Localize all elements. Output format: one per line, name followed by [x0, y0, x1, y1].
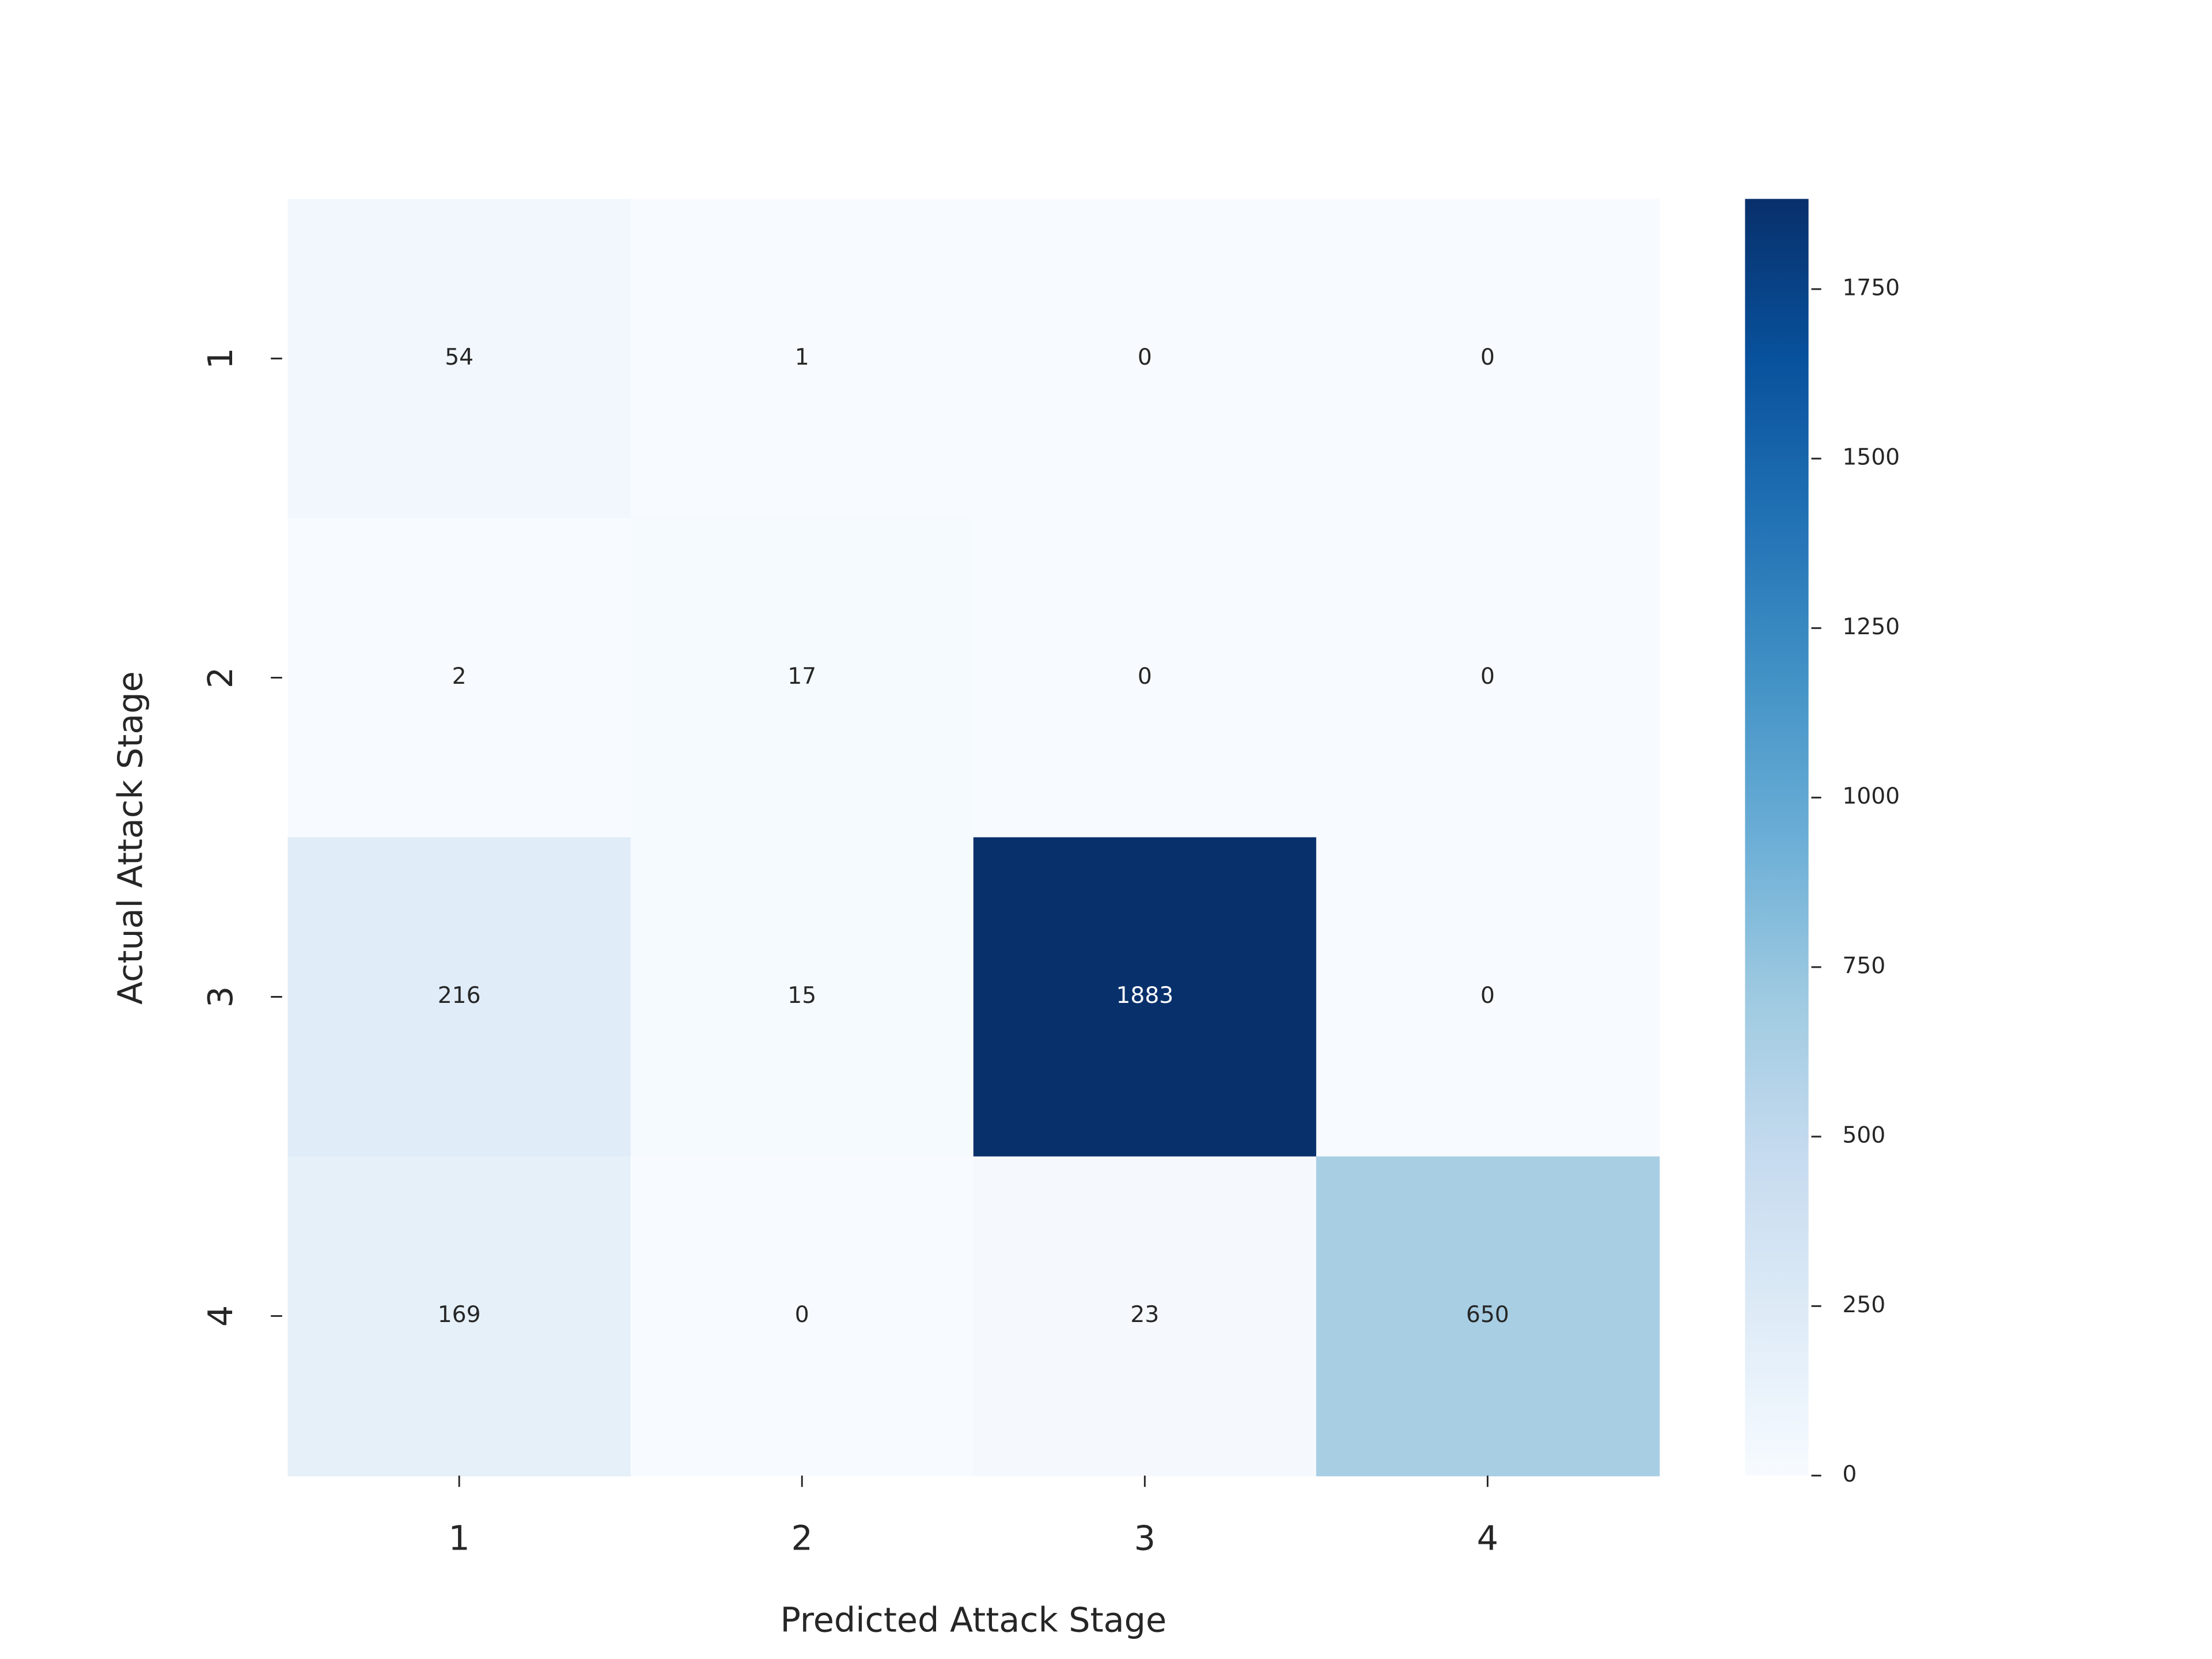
colorbar-tick-label: 750 — [1842, 953, 1885, 979]
heatmap-cell — [1316, 1156, 1660, 1476]
y-axis-label: Actual Attack Stage — [110, 671, 150, 1005]
heatmap-cell — [287, 837, 631, 1157]
colorbar-tick-label: 500 — [1842, 1123, 1885, 1149]
heatmap-cell — [287, 199, 631, 519]
x-tick-label: 3 — [1134, 1518, 1156, 1558]
cell-label: 1883 — [1116, 983, 1173, 1009]
heatmap-cell — [1316, 518, 1660, 838]
heatmap-cell — [630, 1156, 975, 1476]
cell-label: 23 — [1130, 1302, 1159, 1328]
x-axis-label: Predicted Attack Stage — [780, 1600, 1166, 1639]
y-tick-label: 1 — [200, 348, 240, 369]
colorbar — [1745, 199, 1809, 1476]
x-tick-label: 1 — [448, 1518, 469, 1558]
colorbar-tick-label: 1250 — [1842, 614, 1900, 640]
heatmap-cell — [630, 837, 975, 1157]
x-tick-label: 2 — [791, 1518, 813, 1558]
y-tick-label: 3 — [200, 986, 240, 1007]
heatmap-cell — [973, 199, 1317, 519]
heatmap-cell — [630, 199, 975, 519]
colorbar-tick-label: 1000 — [1842, 783, 1900, 809]
cell-label: 0 — [1138, 664, 1152, 690]
colorbar-tick-label: 250 — [1842, 1292, 1885, 1318]
heatmap-cell — [973, 1156, 1317, 1476]
colorbar-tick-label: 0 — [1842, 1461, 1857, 1487]
heatmap-cell — [1316, 199, 1660, 519]
cell-label: 0 — [1480, 983, 1495, 1009]
cell-label: 216 — [438, 983, 481, 1009]
cell-label: 0 — [1138, 344, 1152, 370]
cell-label: 54 — [445, 344, 474, 370]
cell-label: 0 — [1480, 664, 1495, 690]
cell-label: 169 — [438, 1302, 481, 1328]
heatmap-cell — [630, 518, 975, 838]
y-tick-label: 2 — [200, 667, 240, 688]
cell-label: 650 — [1466, 1302, 1509, 1328]
cell-label: 2 — [452, 664, 467, 690]
heatmap-cell — [287, 518, 631, 838]
cell-label: 15 — [787, 983, 816, 1009]
cell-label: 0 — [795, 1302, 809, 1328]
colorbar-tick-label: 1750 — [1842, 275, 1900, 301]
cell-label: 1 — [795, 344, 809, 370]
y-tick-label: 4 — [200, 1305, 240, 1327]
colorbar-tick-label: 1500 — [1842, 445, 1900, 471]
heatmap-cell — [973, 518, 1317, 838]
heatmap-cell — [973, 837, 1317, 1157]
heatmap-cell — [287, 1156, 631, 1476]
x-tick-label: 4 — [1477, 1518, 1498, 1558]
cell-label: 0 — [1480, 344, 1495, 370]
heatmap-cell — [1316, 837, 1660, 1157]
cell-label: 17 — [787, 664, 816, 690]
